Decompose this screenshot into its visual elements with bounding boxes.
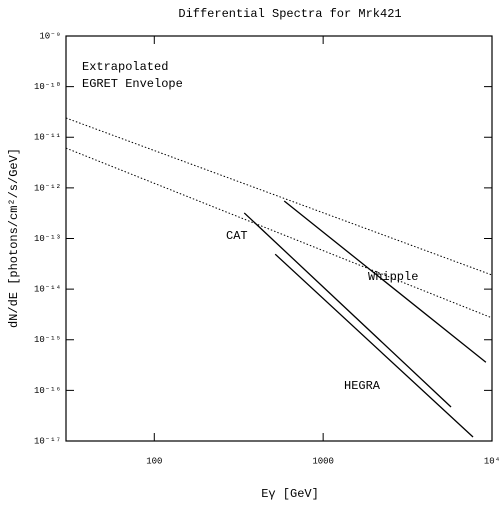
series-label: CAT: [226, 229, 248, 243]
x-tick-label: 10⁴: [484, 455, 500, 466]
x-tick-label: 100: [146, 456, 162, 466]
y-tick-label: 10⁻¹⁷: [34, 436, 61, 446]
plot-frame: [65, 35, 493, 442]
series-line: [65, 147, 493, 319]
y-tick-label: 10⁻¹¹: [34, 133, 61, 143]
series-line: [65, 117, 493, 276]
y-tick-label: 10⁻¹⁴: [34, 284, 61, 295]
chart-title: Differential Spectra for Mrk421: [178, 7, 401, 21]
x-tick-label: 1000: [312, 456, 334, 466]
series-label: Whipple: [368, 270, 418, 284]
series-line: [274, 253, 474, 438]
y-tick-label: 10⁻¹³: [34, 234, 61, 244]
annotation: EGRET Envelope: [82, 77, 183, 91]
series-line: [283, 200, 487, 363]
x-axis-label: Eγ [GeV]: [261, 487, 319, 501]
y-tick-label: 10⁻¹⁵: [34, 335, 61, 345]
y-tick-label: 10⁻¹⁰: [34, 82, 61, 92]
series-label: HEGRA: [344, 379, 381, 393]
y-axis-label: dN/dE [photons/cm²/s/GeV]: [7, 148, 21, 328]
series-line: [243, 212, 452, 408]
y-tick-label: 10⁻¹²: [34, 183, 61, 193]
y-tick-label: 10⁻¹⁶: [34, 386, 61, 396]
y-tick-label: 10⁻⁹: [39, 31, 61, 41]
annotation: Extrapolated: [82, 60, 168, 74]
